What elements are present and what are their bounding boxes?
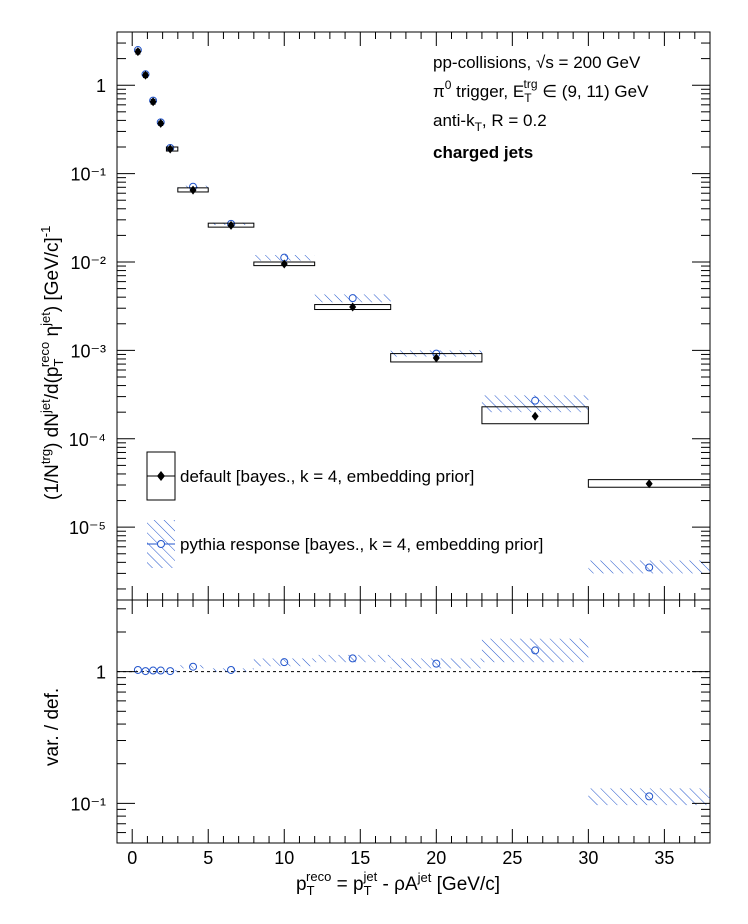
default-point-7	[280, 259, 288, 269]
pythia-sys-band-9	[390, 658, 482, 669]
bottom-ytick-label-0: 1	[96, 663, 106, 683]
collisions-label: pp-collisions, √s = 200 GeV	[433, 53, 641, 72]
pythia-sys-band-7	[253, 658, 315, 667]
default-point-11	[645, 479, 653, 489]
bottom-y-axis-title: var. / def.	[42, 688, 63, 766]
bottom-ytick-label-1: 10⁻¹	[70, 794, 106, 814]
pythia-point-7	[280, 658, 289, 667]
default-point-0	[134, 47, 142, 57]
top-ytick-label-2: 10⁻²	[70, 253, 106, 273]
default-point-3	[157, 118, 165, 128]
pythia-sys-band-4	[166, 669, 178, 673]
x-axis-title: pTreco = pTjet - ρAjet [GeV/c]	[296, 869, 500, 898]
pythia-point-2	[149, 666, 158, 675]
pythia-sys-band-10	[481, 638, 589, 663]
default-point-9	[432, 353, 440, 363]
legend: default [bayes., k = 4, embedding prior]…	[146, 451, 543, 568]
pythia-point-11	[645, 792, 654, 801]
x-tick-label-30: 30	[578, 848, 598, 868]
pythia-sys-band-6	[208, 668, 254, 672]
pythia-point-3	[156, 666, 165, 675]
trigger-label: π0 trigger, ETtrg ∈ (9, 11) GeV	[433, 77, 649, 105]
x-tick-label-20: 20	[426, 848, 446, 868]
pythia-sys-band-11	[588, 560, 710, 574]
pythia-point-4	[166, 667, 175, 676]
pythia-point-5	[189, 662, 198, 671]
algorithm-label: anti-kT, R = 0.2	[433, 111, 547, 134]
top-ytick-label-1: 10⁻¹	[70, 165, 106, 185]
default-point-4	[166, 144, 174, 154]
pythia-point-6	[227, 665, 236, 674]
top-ytick-label-0: 1	[96, 76, 106, 96]
x-tick-label-0: 0	[127, 848, 137, 868]
pythia-sys-band-1	[143, 669, 148, 673]
pythia-point-8	[348, 294, 357, 303]
legend-default-marker	[157, 471, 165, 481]
default-point-10	[531, 411, 539, 421]
pythia-sys-band-3	[158, 669, 163, 672]
bottom-panel-frame	[116, 599, 711, 844]
pythia-sys-band-5	[177, 665, 209, 669]
legend-default-text: default [bayes., k = 4, embedding prior]	[180, 467, 474, 486]
pythia-sys-band-0	[136, 668, 140, 672]
pythia-point-10	[531, 646, 540, 655]
top-ytick-label-5: 10⁻⁵	[69, 518, 106, 538]
pythia-point-1	[141, 667, 150, 676]
default-point-1	[142, 70, 150, 80]
pythia-sys-band-8	[314, 654, 391, 663]
pythia-point-9	[432, 659, 441, 668]
legend-pythia-marker	[157, 540, 165, 548]
pythia-point-0	[133, 665, 142, 674]
jet-type-label: charged jets	[433, 143, 533, 162]
pythia-sys-band-7	[253, 255, 315, 261]
x-tick-label-10: 10	[274, 848, 294, 868]
x-tick-label-35: 35	[654, 848, 674, 868]
default-point-8	[349, 302, 357, 312]
spectrum-marks	[133, 46, 711, 574]
top-ytick-label-4: 10⁻⁴	[69, 430, 106, 450]
pythia-point-8	[348, 654, 357, 663]
pythia-point-10	[531, 396, 540, 405]
legend-pythia-text: pythia response [bayes., k = 4, embeddin…	[180, 535, 543, 554]
ratio-marks	[117, 638, 710, 806]
pythia-sys-band-2	[151, 669, 156, 672]
default-point-2	[149, 97, 157, 107]
pythia-sys-band-11	[588, 788, 710, 806]
pythia-sys-band-8	[314, 294, 391, 303]
default-point-6	[227, 220, 235, 230]
default-sys-box-10	[481, 406, 589, 425]
default-point-5	[189, 185, 197, 195]
top-ytick-label-3: 10⁻³	[70, 341, 106, 361]
top-panel-frame	[116, 31, 711, 601]
top-y-axis-title: (1/Ntrg) dNjet/d(pTreco ηjet) [GeV/c]-1	[37, 226, 66, 500]
axes: 0 5 10 15 20 25 30 35 1 10⁻¹ 10⁻² 10⁻³ 10⁻⁴ 10⁻⁵ 1 10⁻¹	[69, 31, 711, 868]
pythia-point-11	[645, 563, 654, 572]
x-tick-label-5: 5	[203, 848, 213, 868]
x-tick-label-15: 15	[350, 848, 370, 868]
x-tick-label-25: 25	[502, 848, 522, 868]
